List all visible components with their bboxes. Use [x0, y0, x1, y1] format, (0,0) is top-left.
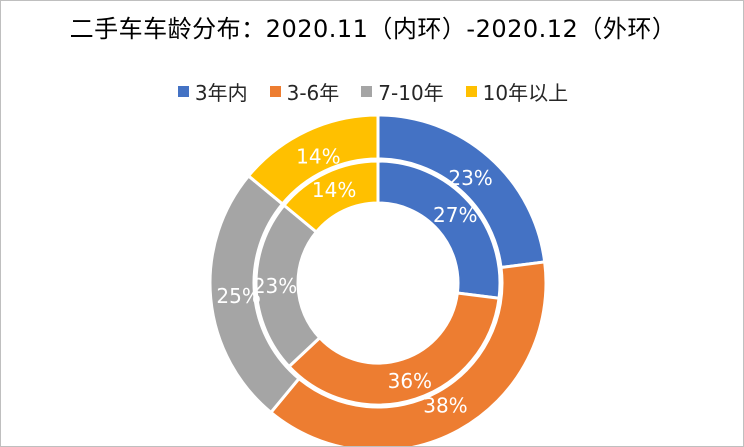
- outer-ring-label-under-3-years: 23%: [448, 166, 492, 190]
- outer-ring-label-3-6-years: 38%: [423, 394, 467, 418]
- legend-swatch: [269, 86, 281, 97]
- legend-swatch: [177, 86, 189, 97]
- outer-ring-slice-over-10-years: [246, 113, 380, 207]
- legend-item-under-3-years: 3年内: [177, 77, 248, 106]
- legend-swatch: [465, 86, 477, 97]
- legend-item-over-10-years: 10年以上: [465, 77, 569, 106]
- legend-item-3-6-years: 3-6年: [269, 77, 340, 106]
- legend-label: 3-6年: [286, 81, 340, 105]
- inner-ring-label-7-10-years: 23%: [253, 274, 297, 298]
- inner-ring-label-3-6-years: 36%: [388, 369, 432, 393]
- legend-label: 3年内: [194, 81, 248, 105]
- inner-ring-slice-3-6-years: [286, 291, 501, 407]
- outer-ring-label-7-10-years: 25%: [216, 284, 260, 308]
- chart-legend: 3年内 3-6年 7-10年 10年以上: [1, 77, 743, 106]
- inner-ring-slice-over-10-years: [281, 159, 380, 235]
- inner-ring-label-under-3-years: 27%: [433, 203, 477, 227]
- outer-ring-label-over-10-years: 14%: [296, 144, 340, 168]
- legend-item-7-10-years: 7-10年: [361, 77, 444, 106]
- legend-swatch: [361, 86, 373, 97]
- legend-label: 10年以上: [482, 81, 569, 105]
- chart-title: 二手车车龄分布：2020.11（内环）-2020.12（外环）: [69, 15, 677, 43]
- outer-ring-slice-3-6-years: [268, 260, 548, 446]
- inner-ring-label-over-10-years: 14%: [312, 178, 356, 202]
- legend-label: 7-10年: [378, 81, 444, 105]
